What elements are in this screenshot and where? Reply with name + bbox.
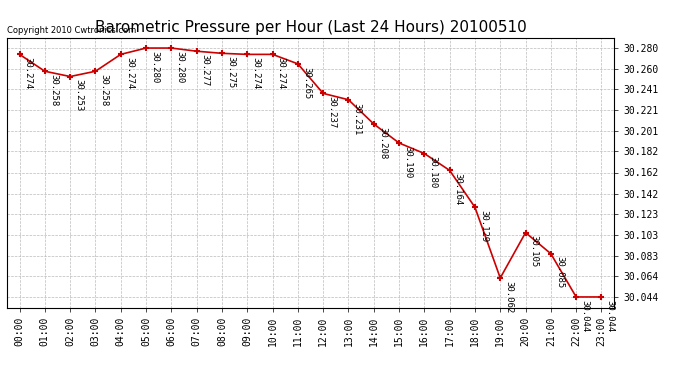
Text: 30.274: 30.274 [23,57,32,89]
Text: 30.190: 30.190 [403,146,412,178]
Text: 30.129: 30.129 [479,210,488,242]
Text: 30.085: 30.085 [555,256,564,289]
Text: 30.164: 30.164 [454,173,463,206]
Text: 30.180: 30.180 [428,156,437,189]
Text: 30.237: 30.237 [327,96,336,128]
Text: 30.280: 30.280 [175,51,184,83]
Text: 30.105: 30.105 [530,236,539,268]
Text: 30.044: 30.044 [606,300,615,332]
Text: 30.258: 30.258 [49,74,58,106]
Text: 30.274: 30.274 [277,57,286,89]
Text: 30.258: 30.258 [99,74,108,106]
Text: Copyright 2010 Cwtronics.com: Copyright 2010 Cwtronics.com [7,26,136,35]
Text: 30.274: 30.274 [251,57,260,89]
Text: 30.062: 30.062 [504,281,513,313]
Text: 30.275: 30.275 [226,56,235,88]
Title: Barometric Pressure per Hour (Last 24 Hours) 20100510: Barometric Pressure per Hour (Last 24 Ho… [95,20,526,35]
Text: 30.277: 30.277 [201,54,210,86]
Text: 30.044: 30.044 [580,300,589,332]
Text: 30.265: 30.265 [302,67,311,99]
Text: 30.274: 30.274 [125,57,134,89]
Text: 30.231: 30.231 [353,102,362,135]
Text: 30.253: 30.253 [75,79,83,111]
Text: 30.208: 30.208 [378,127,387,159]
Text: 30.280: 30.280 [150,51,159,83]
